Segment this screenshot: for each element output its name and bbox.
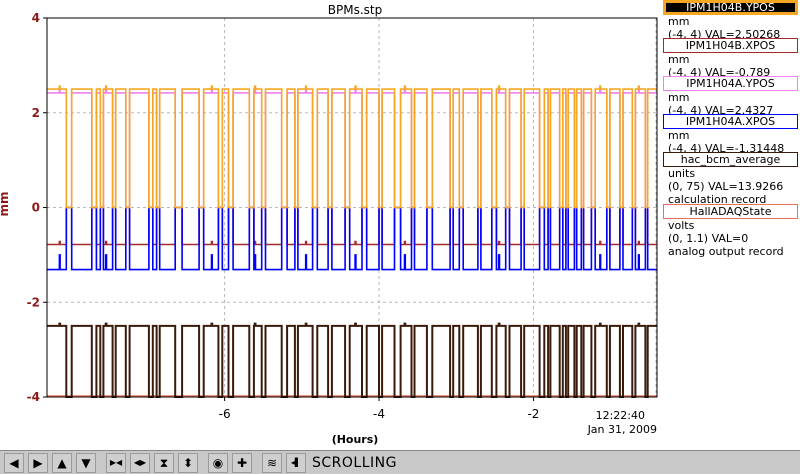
legend-name[interactable]: HallADAQState [663,204,798,219]
legend-description: analog output record [668,245,784,258]
axis-ticks: -4 -2 0 2 4 -6 -4 -2 [27,11,540,421]
legend-unit: mm [668,15,690,28]
legend-range-value: (-4, 4) VAL=2.50268 [668,28,781,41]
legend-description: calculation record [668,193,767,206]
legend: IPM1H04B.YPOS mm (-4, 4) VAL=2.50268 IPM1H0… [660,0,800,258]
series-hac-bcm-average [47,322,657,398]
legend-name[interactable]: IPM1H04A.XPOS [663,114,798,129]
undo-button[interactable]: ◂▌ [286,452,306,473]
legend-entry[interactable]: hac_bcm_average units (0, 75) VAL=13.9266 c… [660,152,800,206]
series-ipm1h04b-ypos [47,85,657,209]
legend-name[interactable]: IPM1H04B.YPOS [663,0,798,15]
zoom-out-value-button[interactable]: ⬍ [178,452,198,473]
stagger-button[interactable]: ≋ [262,452,282,473]
pan-right-button[interactable]: ▶ [28,452,48,473]
series-ipm1h04a-xpos [47,206,657,271]
zoom-in-horizontal-icon: ▶◀ [109,457,123,467]
stagger-icon: ≋ [266,455,278,470]
legend-name[interactable]: IPM1H04B.XPOS [663,38,798,53]
arrow-up-icon: ▲ [57,455,67,470]
series-layer [47,85,657,398]
y-tick-label: -2 [27,295,40,309]
chart-title: BPMs.stp [328,3,382,17]
zoom-out-vertical-icon: ⬍ [182,455,194,470]
legend-name[interactable]: hac_bcm_average [663,152,798,167]
legend-unit: mm [668,129,690,142]
strip-chart[interactable]: -4 -2 0 2 4 -6 -4 -2 BPMs.stp mm (Hours) 12:22:… [0,0,800,450]
legend-entry[interactable]: HallADAQState volts (0, 1.1) VAL=0 analog o… [660,204,800,258]
x-tick-label: -4 [373,407,385,421]
status-text: SCROLLING [312,454,397,471]
legend-range-value: (-4, 4) VAL=-1.31448 [668,142,785,155]
x-tick-label: -6 [219,407,231,421]
end-date-label: Jan 31, 2009 [587,423,657,436]
legend-range-value: (-4, 4) VAL=-0.789 [668,66,771,79]
y-tick-label: 0 [32,201,40,215]
y-tick-label: 4 [32,11,40,25]
arrow-down-icon: ▼ [81,455,91,470]
legend-range-value: (-4, 4) VAL=2.4327 [668,104,774,117]
end-time-label: 12:22:40 [596,409,645,422]
legend-entry[interactable]: IPM1H04B.XPOS mm (-4, 4) VAL=-0.789 [660,38,800,79]
zoom-out-time-button[interactable]: ◀▶ [130,452,150,473]
zoom-in-vertical-icon: ⧗ [159,455,169,470]
add-pv-button[interactable]: ✚ [232,452,252,473]
y-tick-label: -4 [27,390,40,404]
autoscale-icon: ◉ [212,455,224,470]
legend-unit: units [668,167,696,180]
y-tick-label: 2 [32,106,40,120]
undo-icon: ◂▌ [290,457,302,467]
toolbar: ◀ ▶ ▲ ▼ ▶◀ ◀▶ ⧗ ⬍ ◉ ✚ ≋ ◂▌ SCROLLING [0,450,800,474]
x-tick-label: -2 [527,407,539,421]
legend-entry[interactable]: IPM1H04A.XPOS mm (-4, 4) VAL=-1.31448 [660,114,800,155]
legend-unit: volts [668,219,695,232]
legend-entry[interactable]: IPM1H04B.YPOS mm (-4, 4) VAL=2.50268 [660,0,800,41]
legend-range-value: (0, 75) VAL=13.9266 [668,180,784,193]
legend-name[interactable]: IPM1H04A.YPOS [663,76,798,91]
pan-left-button[interactable]: ◀ [4,452,24,473]
plus-icon: ✚ [236,455,248,470]
zoom-in-value-button[interactable]: ⧗ [154,452,174,473]
legend-range-value: (0, 1.1) VAL=0 [668,232,749,245]
arrow-right-icon: ▶ [33,455,43,470]
zoom-out-horizontal-icon: ◀▶ [133,457,147,467]
pan-down-button[interactable]: ▼ [76,452,96,473]
legend-unit: mm [668,53,690,66]
legend-entry[interactable]: IPM1H04A.YPOS mm (-4, 4) VAL=2.4327 [660,76,800,117]
x-axis-label: (Hours) [332,433,379,446]
legend-unit: mm [668,91,690,104]
zoom-in-time-button[interactable]: ▶◀ [106,452,126,473]
y-axis-label: mm [0,191,11,216]
pan-up-button[interactable]: ▲ [52,452,72,473]
arrow-left-icon: ◀ [9,455,19,470]
auto-scale-button[interactable]: ◉ [208,452,228,473]
